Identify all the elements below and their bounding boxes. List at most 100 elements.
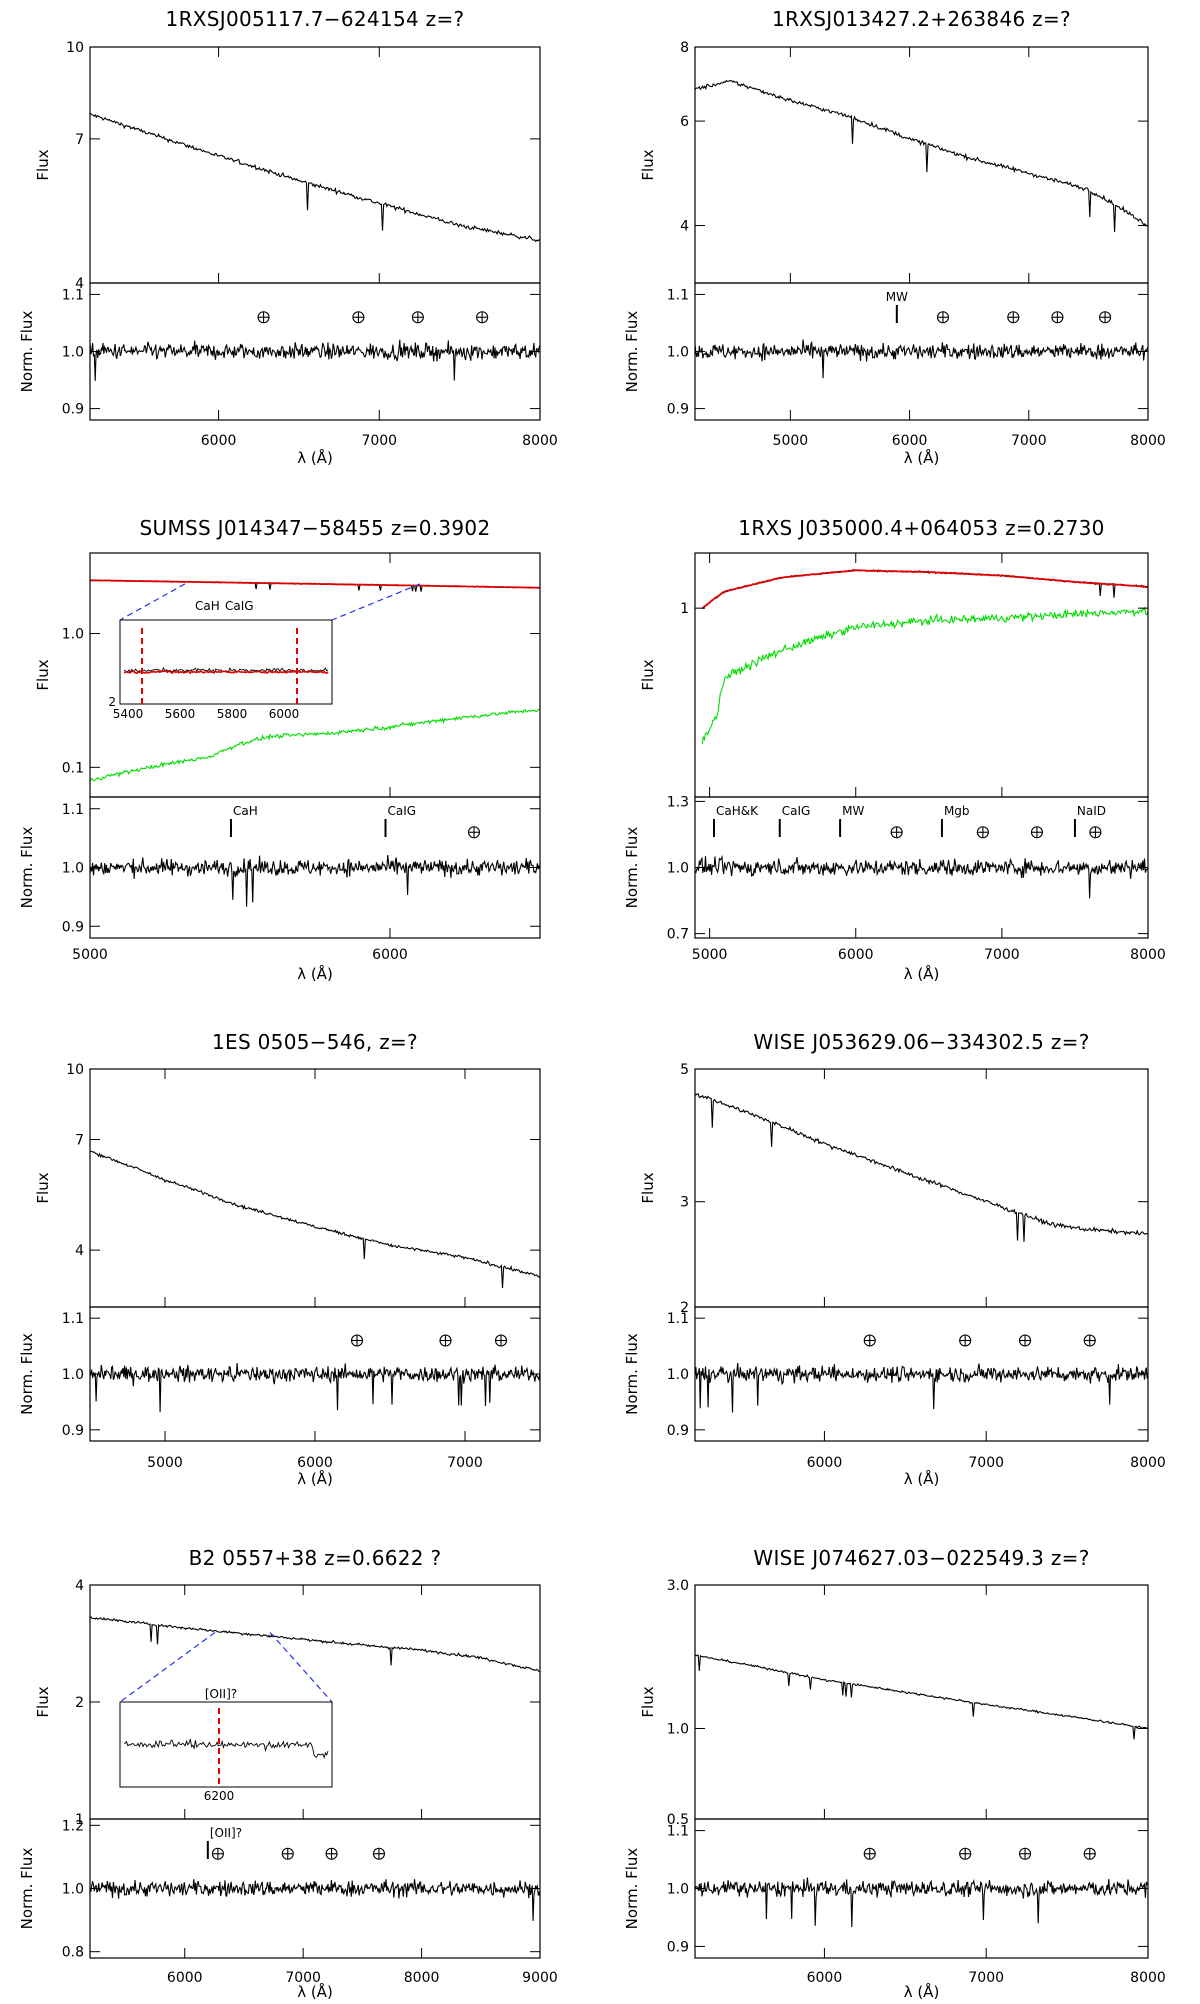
spectrum-panel-3: SUMSS J014347−58455 z=0.3902 0.1 1.0 Flux Ca… [18, 516, 541, 983]
flux-ytick-label: 4 [680, 219, 689, 235]
panel-title: WISE J074627.03−022549.3 z=? [753, 1546, 1089, 1570]
flux-series-3 [701, 605, 1149, 744]
spectrum-panel-4: 1RXS J035000.4+064053 z=0.2730 1 Flux 0.7 1.… [623, 516, 1166, 983]
norm-ytick-label: 1.0 [62, 345, 84, 361]
xlabel: λ (Å) [297, 448, 333, 467]
norm-ytick-label: 1.3 [667, 794, 689, 810]
spectrum-panel-2: 1RXSJ013427.2+263846 z=? 4 6 8 Flux 0.9 1.0 1.1… [623, 7, 1166, 467]
flux-ytick-label: 0.1 [62, 760, 84, 776]
flux-ytick-label: 1.0 [62, 627, 84, 643]
spectrum-panel-8: WISE J074627.03−022549.3 z=? 0.5 1.0 3.0 Flu… [623, 1546, 1166, 2001]
inset-xtick-label: 5400 [113, 707, 144, 721]
telluric-marker [439, 1334, 452, 1347]
telluric-marker [467, 826, 481, 839]
norm-ytick-label: 1.1 [62, 1311, 84, 1327]
xtick-label: 8000 [1130, 1455, 1166, 1471]
norm-ytick-label: 1.0 [667, 1367, 689, 1383]
xlabel: λ (Å) [904, 1982, 940, 2001]
feature-label: CaH [233, 804, 258, 818]
xlabel: λ (Å) [297, 1469, 333, 1488]
flux-ytick-label: 8 [680, 40, 689, 56]
xtick-label: 8000 [522, 433, 558, 449]
xtick-label: 5000 [147, 1455, 183, 1471]
flux-ylabel: Flux [639, 1172, 657, 1203]
flux-axes-frame [694, 46, 1149, 284]
flux-axes-frame [89, 46, 541, 284]
xlabel: λ (Å) [297, 964, 333, 983]
inset-xtick-label: 6000 [269, 707, 300, 721]
telluric-marker [281, 1847, 294, 1860]
xlabel: λ (Å) [904, 964, 940, 983]
flux-series-1 [694, 1093, 1148, 1242]
panel-title: B2 0557+38 z=0.6622 ? [189, 1546, 442, 1570]
feature-label: [OII]? [210, 1826, 242, 1840]
telluric-marker [257, 311, 270, 324]
zoom-guide-line [331, 583, 421, 621]
inset-label: CaIG [225, 599, 254, 613]
flux-ytick-label: 2 [680, 1300, 689, 1316]
norm-flux-series [694, 339, 1149, 379]
inset-xtick-label: 5800 [217, 707, 248, 721]
flux-ytick-label: 0.5 [667, 1812, 689, 1828]
spectrum-panel-1: 1RXSJ005117.7−624154 z=? 4 7 10 Flux 0.9 1.0 1.… [18, 7, 558, 467]
inset-spectrum [123, 1738, 329, 1760]
xtick-label: 6000 [838, 947, 874, 963]
xtick-label: 6000 [167, 1970, 203, 1986]
feature-label: CaIG [782, 804, 811, 818]
telluric-marker [863, 1334, 876, 1347]
telluric-marker [959, 1334, 972, 1347]
flux-ytick-label: 10 [66, 1062, 84, 1078]
norm-flux-series [694, 1362, 1149, 1413]
flux-ytick-label: 10 [66, 40, 84, 56]
xtick-label: 6000 [892, 433, 928, 449]
xtick-label: 9000 [522, 1970, 558, 1986]
xtick-label: 7000 [968, 1970, 1004, 1986]
norm-ytick-label: 1.1 [667, 1311, 689, 1327]
norm-ytick-label: 1.0 [62, 1882, 84, 1898]
panel-title: 1RXSJ013427.2+263846 z=? [772, 7, 1071, 31]
flux-ylabel: Flux [639, 149, 657, 180]
xtick-label: 7000 [1011, 433, 1047, 449]
feature-label: CaH&K [716, 804, 759, 818]
telluric-marker [1083, 1847, 1096, 1860]
xtick-label: 6000 [807, 1455, 843, 1471]
telluric-marker [350, 1334, 364, 1347]
flux-axes-frame [694, 552, 1149, 798]
norm-ytick-label: 0.9 [62, 402, 84, 418]
xtick-label: 6000 [201, 433, 237, 449]
flux-ytick-label: 6 [680, 114, 689, 130]
telluric-marker [494, 1334, 508, 1347]
flux-ylabel: Flux [34, 1686, 52, 1717]
panel-title: 1RXSJ005117.7−624154 z=? [166, 7, 465, 31]
flux-series-1 [89, 112, 541, 243]
norm-ytick-label: 0.9 [667, 402, 689, 418]
inset-ytick-label: 2 [108, 695, 116, 709]
norm-ylabel: Norm. Flux [18, 1333, 36, 1415]
norm-ytick-label: 0.8 [62, 1945, 84, 1961]
norm-flux-series [694, 1877, 1149, 1928]
telluric-marker [1051, 311, 1064, 324]
telluric-marker [1083, 1334, 1096, 1347]
norm-flux-series [89, 1362, 541, 1413]
xtick-label: 8000 [1130, 433, 1166, 449]
flux-axes-frame [89, 1068, 541, 1308]
feature-label: MW [886, 290, 908, 304]
norm-ytick-label: 0.9 [62, 919, 84, 935]
telluric-marker [959, 1847, 972, 1860]
norm-ylabel: Norm. Flux [623, 1333, 641, 1415]
flux-series-1 [89, 1616, 541, 1673]
norm-ytick-label: 1.0 [667, 1882, 689, 1898]
telluric-marker [372, 1847, 385, 1860]
norm-ytick-label: 1.0 [667, 861, 689, 877]
norm-ytick-label: 1.2 [62, 1818, 84, 1834]
spectrum-panel-5: 1ES 0505−546, z=? 4 7 10 Flux 0.9 1.0 1.1 5000 60… [18, 1030, 541, 1488]
xlabel: λ (Å) [904, 448, 940, 467]
xtick-label: 5000 [72, 947, 108, 963]
xtick-label: 7000 [361, 433, 397, 449]
xtick-label: 6000 [297, 1455, 333, 1471]
flux-ytick-label: 3 [680, 1195, 689, 1211]
xtick-label: 6000 [807, 1970, 843, 1986]
telluric-marker [325, 1847, 338, 1860]
norm-ytick-label: 1.0 [62, 861, 84, 877]
flux-ylabel: Flux [34, 1172, 52, 1203]
